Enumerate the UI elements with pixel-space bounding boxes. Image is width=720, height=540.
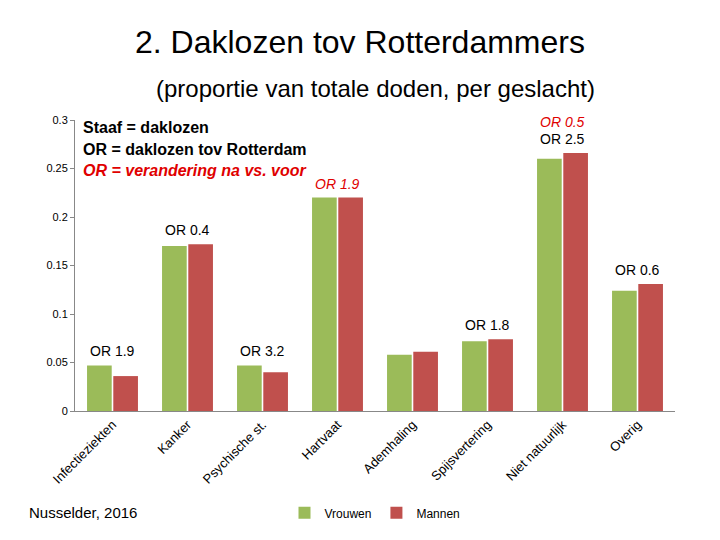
svg-text:0.15: 0.15 xyxy=(46,259,67,271)
svg-text:OR 2.5: OR 2.5 xyxy=(540,131,585,147)
svg-text:Nusselder, 2016: Nusselder, 2016 xyxy=(29,504,137,521)
svg-text:OR = daklozen tov Rotterdam: OR = daklozen tov Rotterdam xyxy=(83,141,307,158)
svg-text:OR 1.8: OR 1.8 xyxy=(465,317,510,333)
svg-text:Overig: Overig xyxy=(607,417,645,455)
svg-text:Mannen: Mannen xyxy=(416,507,459,521)
svg-text:OR 1.9: OR 1.9 xyxy=(315,176,360,192)
svg-text:(proportie van totale doden, p: (proportie van totale doden, per geslach… xyxy=(156,75,595,102)
svg-text:Infectieziekten: Infectieziekten xyxy=(50,417,119,486)
svg-text:OR 3.2: OR 3.2 xyxy=(240,343,285,359)
svg-text:Psychische st.: Psychische st. xyxy=(200,417,269,486)
svg-text:0.05: 0.05 xyxy=(46,356,67,368)
svg-text:OR 1.9: OR 1.9 xyxy=(90,343,135,359)
svg-text:Niet natuurlijk: Niet natuurlijk xyxy=(503,417,570,484)
svg-text:0.3: 0.3 xyxy=(53,114,68,126)
svg-text:0.25: 0.25 xyxy=(46,162,67,174)
svg-text:Kanker: Kanker xyxy=(154,417,194,457)
svg-text:Ademhaling: Ademhaling xyxy=(360,417,419,476)
svg-text:0.2: 0.2 xyxy=(53,211,68,223)
svg-text:OR 0.6: OR 0.6 xyxy=(615,262,660,278)
svg-text:Hartvaat: Hartvaat xyxy=(299,417,345,463)
svg-text:Vrouwen: Vrouwen xyxy=(325,507,372,521)
svg-text:OR 0.5: OR 0.5 xyxy=(540,114,585,130)
svg-text:Staaf = daklozen: Staaf = daklozen xyxy=(83,119,209,136)
svg-text:OR = verandering na vs. voor: OR = verandering na vs. voor xyxy=(83,162,307,179)
svg-text:OR 0.4: OR 0.4 xyxy=(165,222,210,238)
svg-text:0.1: 0.1 xyxy=(53,308,68,320)
svg-text:Spijsvertering: Spijsvertering xyxy=(428,417,494,483)
svg-text:0: 0 xyxy=(62,405,68,417)
svg-text:2. Daklozen tov Rotterdammers: 2. Daklozen tov Rotterdammers xyxy=(135,24,585,60)
